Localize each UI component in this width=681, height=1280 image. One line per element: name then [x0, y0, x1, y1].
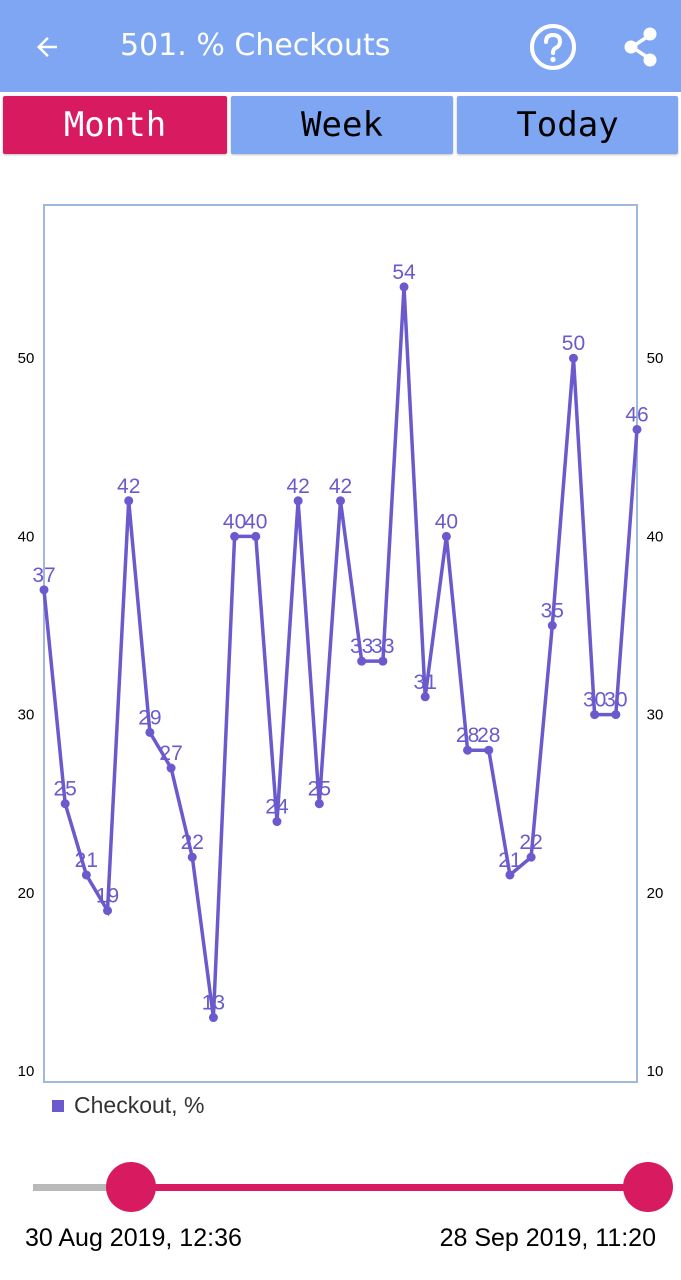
- tab-week[interactable]: Week: [231, 96, 453, 154]
- data-point: [187, 852, 197, 862]
- data-point: [484, 745, 494, 755]
- share-button[interactable]: [616, 22, 666, 72]
- data-label: 19: [96, 885, 119, 908]
- data-label: 29: [138, 706, 161, 729]
- data-point: [357, 656, 367, 666]
- y-tick-label-left: 30: [18, 707, 35, 724]
- data-label: 22: [181, 831, 204, 854]
- data-label: 37: [32, 564, 55, 587]
- y-tick-label-left: 40: [18, 528, 35, 545]
- data-point: [124, 496, 134, 506]
- y-tick-label-right: 10: [647, 1063, 664, 1080]
- data-label: 25: [53, 778, 76, 801]
- data-point: [103, 906, 113, 916]
- y-tick-label-right: 30: [647, 707, 664, 724]
- page-title: 501. % Checkouts: [120, 28, 391, 63]
- data-label: 27: [159, 742, 182, 765]
- data-point: [293, 496, 303, 506]
- data-label: 42: [117, 475, 140, 498]
- data-point: [166, 763, 176, 773]
- data-point: [39, 585, 49, 595]
- data-point: [399, 282, 409, 292]
- data-label: 30: [583, 689, 606, 712]
- slider-track-active: [131, 1184, 648, 1191]
- data-point: [145, 727, 155, 737]
- tab-today[interactable]: Today: [457, 96, 678, 154]
- arrow-back-icon: [37, 37, 57, 57]
- plot-frame: [43, 204, 638, 1083]
- data-label: 40: [435, 510, 458, 533]
- checkout-line-chart: 10 20 30 40 50 10 20 30 40 50 37 25 21 19 42 29 27 22 13…: [18, 204, 664, 1083]
- data-point: [251, 531, 261, 541]
- range-end-handle[interactable]: [623, 1162, 673, 1212]
- y-tick-label-right: 50: [647, 350, 664, 367]
- y-tick-label-left: 50: [18, 350, 35, 367]
- y-tick-label-right: 20: [647, 885, 664, 902]
- data-point: [208, 1013, 218, 1023]
- data-label: 35: [541, 600, 564, 623]
- data-label: 50: [562, 332, 585, 355]
- slider-track-inactive: [33, 1184, 137, 1191]
- data-label: 28: [456, 724, 479, 747]
- y-tick-label-left: 20: [18, 885, 35, 902]
- data-label: 30: [604, 689, 627, 712]
- data-point: [547, 621, 557, 630]
- y-tick-label-right: 40: [647, 528, 664, 545]
- data-point: [441, 531, 451, 541]
- range-start-label: 30 Aug 2019, 12:36: [25, 1224, 242, 1252]
- data-label: 25: [308, 778, 331, 801]
- data-point: [463, 745, 473, 755]
- data-label: 42: [329, 475, 352, 498]
- data-label: 24: [265, 796, 289, 819]
- help-circle-icon: [530, 24, 576, 70]
- data-label: 13: [202, 992, 225, 1015]
- range-start-handle[interactable]: [106, 1162, 157, 1212]
- data-label: 28: [477, 724, 500, 747]
- data-label: 33: [350, 635, 373, 658]
- back-button[interactable]: [22, 22, 72, 72]
- tab-month[interactable]: Month: [3, 96, 227, 154]
- data-point: [336, 496, 345, 506]
- data-point: [632, 424, 642, 434]
- date-range-slider[interactable]: [0, 1150, 681, 1230]
- range-end-label: 28 Sep 2019, 11:20: [439, 1224, 656, 1252]
- period-tabs: Month Week Today: [0, 94, 681, 156]
- chart-legend: Checkout, %: [52, 1092, 204, 1119]
- data-point: [230, 531, 240, 541]
- legend-swatch: [52, 1099, 64, 1112]
- data-point: [420, 692, 430, 702]
- share-icon: [624, 27, 657, 67]
- data-label: 42: [286, 475, 309, 498]
- help-button[interactable]: [528, 22, 578, 72]
- legend-label: Checkout, %: [74, 1092, 205, 1118]
- data-point: [378, 656, 388, 666]
- data-label: 21: [75, 849, 98, 872]
- series-line: [42, 286, 639, 1018]
- data-label: 40: [244, 510, 267, 533]
- data-label: 33: [371, 635, 394, 658]
- data-point: [81, 870, 91, 880]
- data-label: 31: [414, 671, 437, 694]
- app-bar: 501. % Checkouts: [0, 0, 681, 92]
- data-point: [505, 870, 515, 880]
- data-label: 40: [223, 510, 246, 533]
- data-point: [272, 817, 282, 827]
- data-label: 22: [519, 831, 542, 854]
- data-point: [590, 710, 600, 720]
- data-point: [611, 710, 621, 720]
- data-label: 46: [625, 403, 648, 426]
- y-tick-label-left: 10: [18, 1063, 35, 1080]
- data-point: [314, 799, 324, 809]
- data-label: 21: [498, 849, 521, 872]
- data-point: [526, 852, 536, 862]
- data-point: [568, 353, 578, 363]
- data-label: 54: [392, 261, 416, 284]
- data-point: [60, 799, 70, 809]
